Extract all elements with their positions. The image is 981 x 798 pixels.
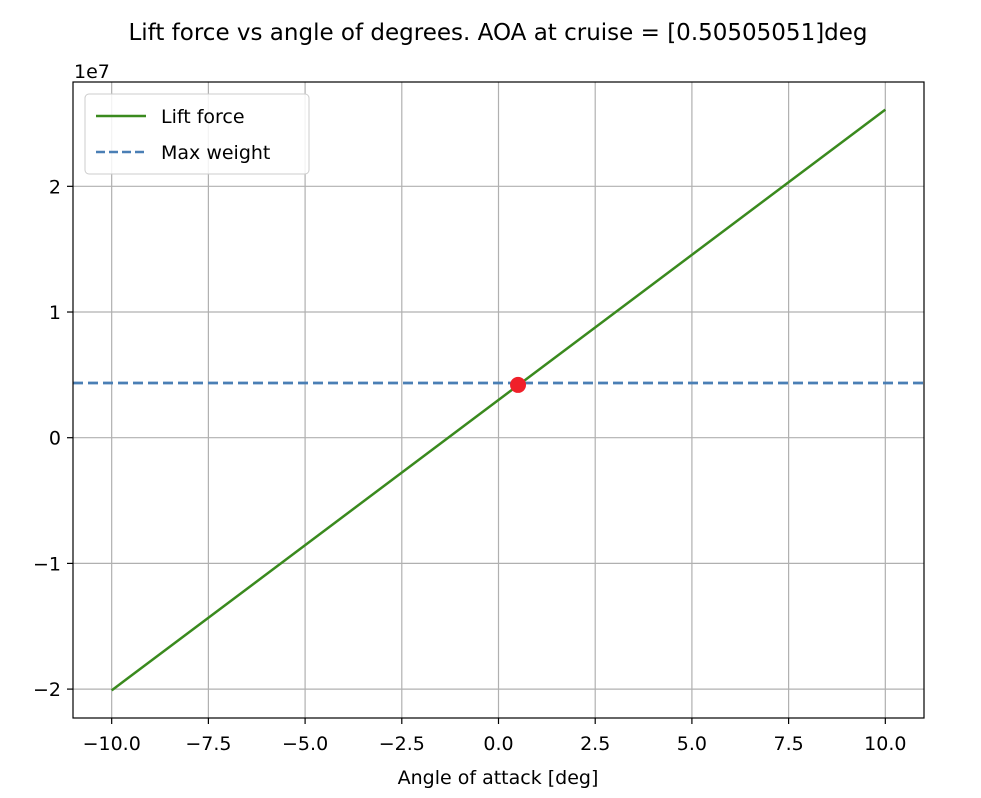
x-tick-label: −10.0 — [83, 733, 141, 755]
x-tick-label: −5.0 — [282, 733, 328, 755]
x-axis-label: Angle of attack [deg] — [398, 767, 599, 789]
y-tick-label: −2 — [33, 679, 61, 701]
x-tick-label: −2.5 — [379, 733, 425, 755]
legend-box — [84, 93, 310, 175]
x-tick-label: 7.5 — [774, 733, 804, 755]
y-offset-label: 1e7 — [74, 61, 110, 83]
chart-title: Lift force vs angle of degrees. AOA at c… — [128, 20, 867, 46]
x-tick-label: 0.0 — [483, 733, 513, 755]
legend: Lift force Max weight — [84, 93, 310, 175]
y-tick-label: −1 — [33, 553, 61, 575]
x-axis-ticks: −10.0 −7.5 −5.0 −2.5 0.0 2.5 5.0 7.5 10.0 — [83, 718, 906, 755]
x-tick-label: −7.5 — [185, 733, 231, 755]
x-tick-label: 5.0 — [677, 733, 707, 755]
y-tick-label: 2 — [49, 176, 61, 198]
series-layer — [73, 108, 924, 692]
legend-label-lift-force: Lift force — [161, 106, 245, 128]
y-tick-label: 1 — [49, 302, 61, 324]
lift-force-line — [110, 108, 887, 692]
legend-label-max-weight: Max weight — [161, 142, 270, 164]
y-axis-ticks: −2 −1 0 1 2 — [33, 176, 73, 701]
x-tick-label: 10.0 — [864, 733, 906, 755]
cruise-aoa-point — [510, 376, 527, 393]
x-tick-label: 2.5 — [580, 733, 610, 755]
y-tick-label: 0 — [49, 428, 61, 450]
